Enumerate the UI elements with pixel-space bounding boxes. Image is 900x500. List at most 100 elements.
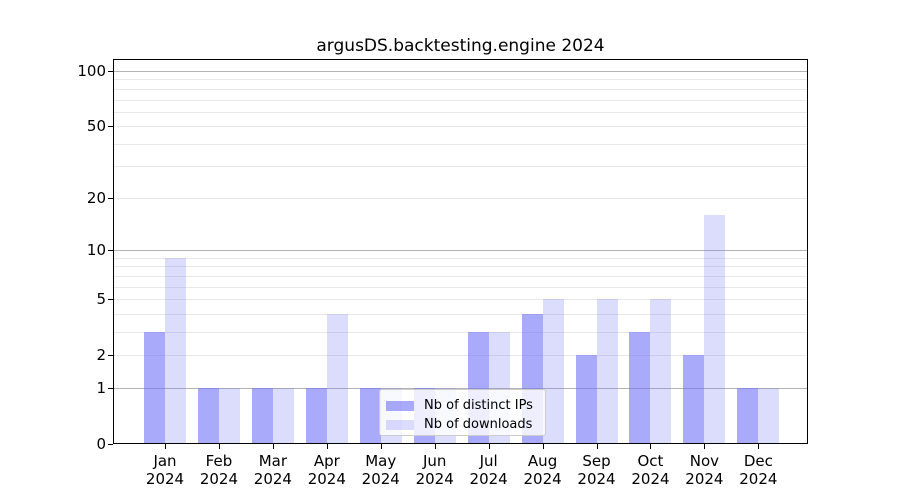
x-tick-month: Jun [422,452,447,470]
x-tick-label-dec: Dec 2024 [723,452,793,488]
y-tick-label-2: 2 [96,346,106,365]
x-tick-mark-sep [596,444,598,449]
y-tick-label-5: 5 [96,290,106,309]
y-tick-mark-2 [108,355,113,357]
x-tick-month: Oct [637,452,664,470]
x-tick-label-jul: Jul 2024 [454,452,524,488]
gridline-minor-5 [113,299,808,301]
x-tick-year: 2024 [523,470,562,488]
chart-title: argusDS.backtesting.engine 2024 [316,36,605,56]
y-tick-mark-20 [108,197,113,199]
x-tick-mark-feb [218,444,220,449]
bar-ips-feb [197,388,219,444]
bar-downloads-oct [650,299,672,444]
gridline-minor-40 [113,143,808,145]
x-tick-month: Aug [527,452,558,470]
legend-label: Nb of distinct IPs [424,398,533,413]
x-tick-mark-jun [434,444,436,449]
x-tick-year: 2024 [253,470,292,488]
x-tick-mark-nov [704,444,706,449]
y-tick-label-10: 10 [86,241,106,260]
legend-row-downloads: Nb of downloads [386,416,545,433]
x-tick-year: 2024 [739,470,778,488]
x-tick-mark-jan [165,444,166,449]
gridline-minor-8 [113,266,808,268]
x-tick-month: Apr [313,452,340,470]
x-tick-mark-oct [650,444,652,449]
x-tick-year: 2024 [631,470,670,488]
x-tick-mark-may [380,444,382,449]
gridline-minor-7 [113,275,808,277]
bar-ips-may [359,388,381,444]
x-tick-year: 2024 [685,470,724,488]
x-tick-month: Sep [582,452,611,470]
bar-ips-apr [305,388,327,444]
gridline-minor-9 [113,257,808,259]
bar-downloads-sep [596,299,618,444]
gridline-minor-70 [113,99,808,101]
gridline-minor-90 [113,79,808,81]
x-tick-year: 2024 [307,470,346,488]
bar-downloads-dec [758,388,780,444]
gridline-minor-4 [113,313,808,315]
x-tick-year: 2024 [199,470,239,488]
legend-swatch-ips [386,400,414,411]
x-tick-month: Jul [479,452,498,470]
y-tick-label-100: 100 [77,62,106,81]
x-tick-mark-mar [272,444,274,449]
y-tick-mark-5 [108,299,113,301]
bar-downloads-aug [542,299,564,444]
x-tick-label-feb: Feb 2024 [184,452,254,488]
y-tick-mark-100 [108,71,113,73]
x-tick-month: Mar [258,452,288,470]
x-tick-month: Nov [689,452,720,470]
x-tick-label-aug: Aug 2024 [508,452,578,488]
y-tick-label-1: 1 [96,378,106,397]
x-tick-month: Dec [743,452,773,470]
x-tick-label-sep: Sep 2024 [562,452,632,488]
bar-downloads-nov [704,215,726,444]
bar-ips-jan [144,332,165,444]
bar-ips-sep [575,355,597,444]
bar-ips-dec [737,388,759,444]
y-tick-mark-10 [108,250,113,252]
x-tick-year: 2024 [145,470,185,488]
bar-downloads-mar [272,388,294,444]
bars-layer [113,59,808,444]
legend-row-ips: Nb of distinct IPs [386,397,545,414]
gridline-minor-20 [113,197,808,199]
y-tick-label-50: 50 [86,117,106,136]
bar-downloads-jan [165,257,186,444]
x-tick-mark-dec [758,444,760,449]
gridline-minor-60 [113,111,808,113]
x-tick-label-mar: Mar 2024 [238,452,308,488]
x-tick-year: 2024 [415,470,454,488]
plot-area: Nb of distinct IPs Nb of downloads [113,59,808,444]
y-tick-mark-0 [108,444,113,445]
bar-ips-mar [251,388,273,444]
legend-label: Nb of downloads [424,417,533,432]
gridline-minor-2 [113,355,808,357]
bar-downloads-feb [218,388,240,444]
gridline-major-100 [113,71,808,73]
x-tick-label-may: May 2024 [346,452,416,488]
x-tick-mark-aug [542,444,544,449]
x-tick-year: 2024 [361,470,400,488]
y-tick-mark-1 [108,387,113,389]
y-tick-mark-50 [108,126,113,128]
gridline-major-10 [113,250,808,252]
bar-ips-oct [629,332,651,444]
gridline-minor-80 [113,88,808,90]
x-tick-year: 2024 [577,470,616,488]
gridline-minor-50 [113,126,808,128]
gridline-minor-30 [113,166,808,168]
y-tick-label-0: 0 [96,435,106,453]
bar-ips-nov [683,355,705,444]
x-tick-mark-apr [326,444,328,449]
gridline-minor-3 [113,331,808,333]
gridline-major-1 [113,387,808,389]
bar-downloads-apr [326,313,348,444]
y-tick-label-20: 20 [86,188,106,207]
x-tick-year: 2024 [469,470,508,488]
